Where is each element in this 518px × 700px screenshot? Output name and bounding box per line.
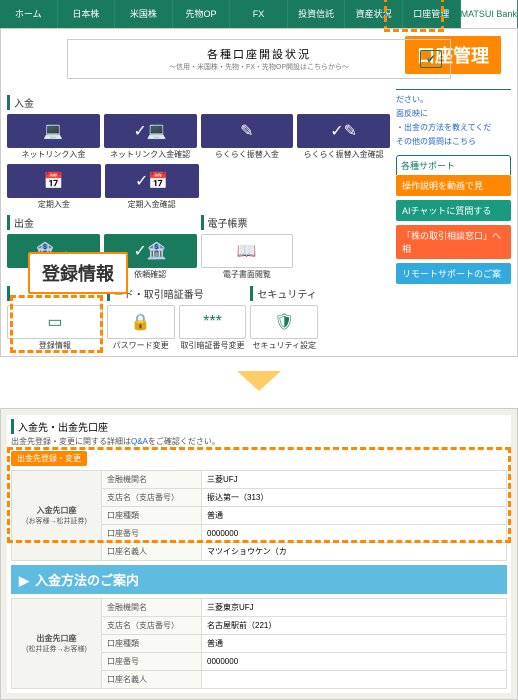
side-link[interactable]: ださい。: [396, 94, 511, 105]
calendar-icon: 📅: [7, 164, 101, 198]
field-value: 三菱UFJ: [202, 471, 507, 489]
withdraw-account-table: 出金先口座(松井証券→お客様)金融機関名三菱東京UFJ支店名（支店番号）名古屋駅…: [11, 598, 507, 689]
field-value: 0000000: [202, 653, 507, 671]
tile-periodic-confirm[interactable]: ✓📅定期入金確認: [105, 164, 199, 210]
top-nav: ホーム 日本株 米国株 先物OP FX 投資信託 資産状況 口座管理 MATSU…: [0, 0, 518, 28]
field-label: 支店名（支店番号）: [102, 617, 202, 635]
card-icon: ▭: [7, 305, 103, 339]
nav-assets[interactable]: 資産状況: [345, 0, 403, 28]
field-label: 金融機関名: [102, 471, 202, 489]
callout-reginfo: 登録情報: [28, 252, 128, 294]
check-icon: ✔: [420, 50, 442, 68]
field-value: 普通: [202, 507, 507, 525]
field-value: マツイショウケン（カ: [202, 543, 507, 561]
section-security-head: セキュリティ: [250, 286, 390, 301]
support-button[interactable]: 「株の取引相談窓口」へ相: [396, 225, 511, 259]
side-link[interactable]: その他の質問はこちら: [396, 136, 511, 147]
calendar-check-icon: ✓📅: [105, 164, 199, 198]
support-button[interactable]: AIチャットに質問する: [396, 200, 511, 221]
support-button[interactable]: リモートサポートのご案: [396, 263, 511, 284]
nav-futures[interactable]: 先物OP: [173, 0, 231, 28]
section-deposit-head: 入金: [7, 95, 390, 110]
qa-link[interactable]: Q&A: [131, 437, 148, 446]
book-icon: 📖: [201, 234, 294, 268]
field-label: 口座番号: [102, 525, 202, 543]
tile-pin-change[interactable]: ***取引暗証番号変更: [179, 305, 247, 351]
field-label: 口座名義人: [102, 671, 202, 689]
tile-netlink-confirm[interactable]: ✓💻ネットリンク入金確認: [104, 114, 197, 160]
tile-security[interactable]: 🛡セキュリティ設定: [250, 305, 318, 351]
tile-password[interactable]: 🔒パスワード変更: [107, 305, 175, 351]
side-link[interactable]: ・出金の方法を教えてくだ: [396, 122, 511, 133]
section-ebook-head: 電子帳票: [201, 215, 391, 230]
arrow-down-icon: [0, 371, 518, 394]
main-panel: 各種口座開設状況 〜信用・米国株・先物・FX・先物OP開設はこちらから〜 ✔ 入…: [0, 28, 518, 357]
pen-check-icon: ✓✎: [297, 114, 390, 148]
field-value: 三菱東京UFJ: [202, 599, 507, 617]
lock-icon: 🔒: [107, 305, 175, 339]
field-label: 口座名義人: [102, 543, 202, 561]
side-link[interactable]: 面反映に: [396, 108, 511, 119]
support-head: 各種サポート: [396, 155, 511, 175]
nav-account[interactable]: 口座管理: [403, 0, 461, 28]
nav-jp[interactable]: 日本株: [58, 0, 116, 28]
field-value: 0000000: [202, 525, 507, 543]
nav-bank[interactable]: MATSUI Bank: [461, 0, 518, 28]
field-value: [202, 671, 507, 689]
table-row-head: 出金先口座(松井証券→お客様): [12, 599, 102, 689]
table-row-head: 入金先口座(お客様→松井証券): [12, 471, 102, 561]
shield-icon: 🛡: [250, 305, 318, 339]
nav-fx[interactable]: FX: [230, 0, 288, 28]
field-label: 口座番号: [102, 653, 202, 671]
field-value: 名古屋駅前（221）: [202, 617, 507, 635]
tile-periodic-deposit[interactable]: 📅定期入金: [7, 164, 101, 210]
asterisk-icon: ***: [179, 305, 247, 339]
field-label: 金融機関名: [102, 599, 202, 617]
nav-home[interactable]: ホーム: [0, 0, 58, 28]
edit-withdraw-button[interactable]: 出金先登録・変更: [11, 451, 87, 466]
field-label: 支店名（支店番号）: [102, 489, 202, 507]
side-links: ださい。 面反映に ・出金の方法を教えてくだ その他の質問はこちら: [396, 89, 511, 147]
detail-head: 入金先・出金先口座: [11, 419, 507, 434]
deposit-account-table: 入金先口座(お客様→松井証券)金融機関名三菱UFJ支店名（支店番号）振込第一（3…: [11, 470, 507, 561]
tile-netlink-deposit[interactable]: 💻ネットリンク入金: [7, 114, 100, 160]
pen-icon: ✎: [201, 114, 294, 148]
tile-reginfo[interactable]: ▭登録情報: [7, 305, 103, 351]
field-label: 口座種類: [102, 507, 202, 525]
laptop-icon: 💻: [7, 114, 100, 148]
tile-ebook[interactable]: 📖電子書面閲覧: [201, 234, 294, 280]
status-banner[interactable]: 各種口座開設状況 〜信用・米国株・先物・FX・先物OP開設はこちらから〜 ✔: [67, 39, 451, 79]
tile-easy-transfer-confirm[interactable]: ✓✎らくらく振替入金確認: [297, 114, 390, 160]
field-value: 振込第一（313）: [202, 489, 507, 507]
banner-title: 各種口座開設状況: [74, 46, 444, 62]
guide-banner[interactable]: ▶入金方法のご案内: [11, 565, 507, 594]
banner-sub: 〜信用・米国株・先物・FX・先物OP開設はこちらから〜: [74, 62, 444, 72]
tile-easy-transfer[interactable]: ✎らくらく振替入金: [201, 114, 294, 160]
laptop-check-icon: ✓💻: [104, 114, 197, 148]
nav-funds[interactable]: 投資信託: [288, 0, 346, 28]
section-withdraw-head: 出金: [7, 215, 197, 230]
nav-us[interactable]: 米国株: [115, 0, 173, 28]
detail-note: 出金先登録・変更に関する詳細はQ&Aをご確認ください。: [11, 436, 507, 447]
detail-panel: 入金先・出金先口座 出金先登録・変更に関する詳細はQ&Aをご確認ください。 出金…: [0, 408, 518, 700]
support-button[interactable]: 操作説明を動画で見: [396, 175, 511, 196]
